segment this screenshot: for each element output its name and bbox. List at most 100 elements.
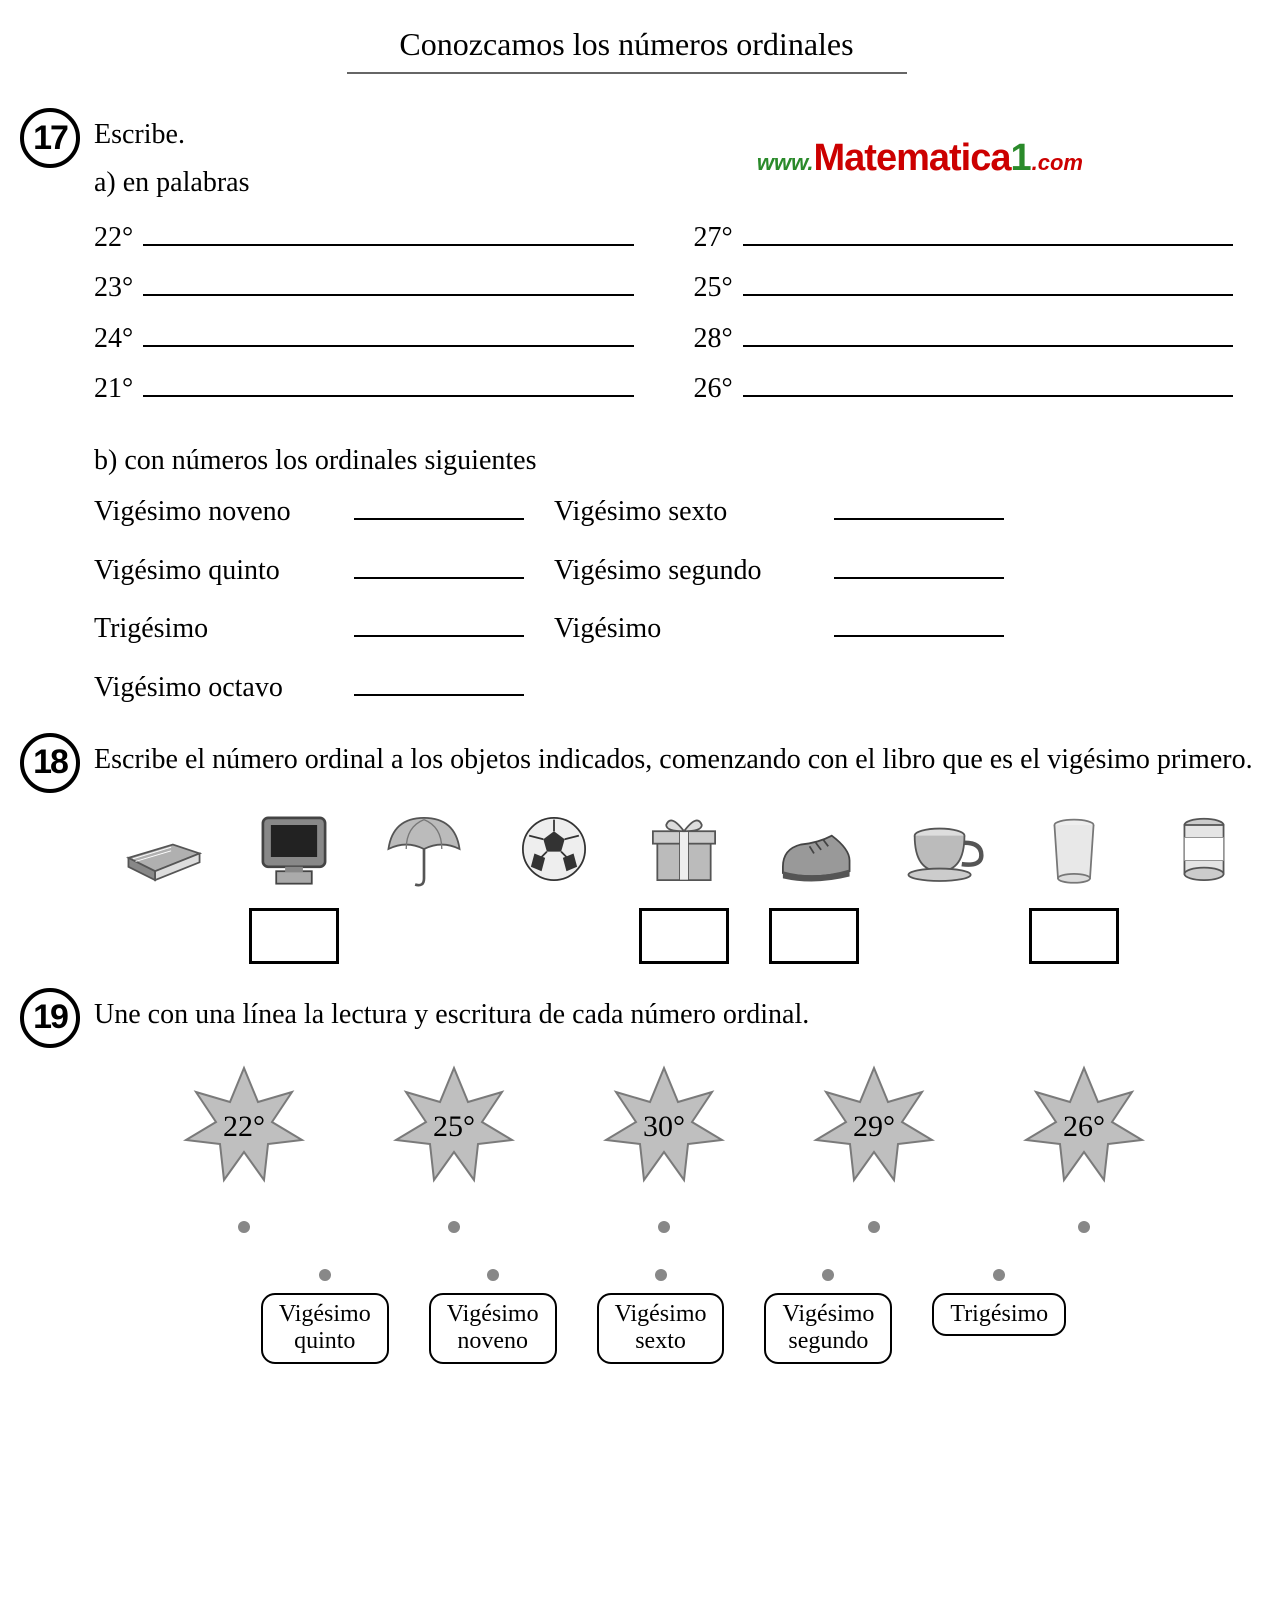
answer-blank[interactable] bbox=[354, 604, 524, 638]
book-icon bbox=[119, 809, 209, 902]
star-item: 30° bbox=[594, 1056, 734, 1245]
answer-blank[interactable] bbox=[354, 662, 524, 696]
star-icon: 22° bbox=[174, 1056, 314, 1209]
answer-box[interactable] bbox=[249, 908, 339, 964]
pill-item: Vigésimoquinto bbox=[261, 1257, 389, 1364]
ordinal-label: 22° bbox=[94, 217, 133, 259]
answer-blank[interactable] bbox=[143, 263, 633, 297]
svg-text:22°: 22° bbox=[223, 1110, 265, 1143]
star-icon: 26° bbox=[1014, 1056, 1154, 1209]
star-item: 25° bbox=[384, 1056, 524, 1245]
object-soccer-ball bbox=[504, 809, 604, 964]
ordinal-label: 21° bbox=[94, 368, 133, 410]
svg-text:25°: 25° bbox=[433, 1110, 475, 1143]
answer-box[interactable] bbox=[1029, 908, 1119, 964]
shoe-icon bbox=[769, 809, 859, 902]
connector-dot bbox=[868, 1221, 880, 1233]
answer-blank[interactable] bbox=[743, 364, 1233, 398]
pill-item: Vigésimonoveno bbox=[429, 1257, 557, 1364]
can-icon bbox=[1159, 809, 1249, 902]
star-icon: 30° bbox=[594, 1056, 734, 1209]
answer-blank[interactable] bbox=[834, 545, 1004, 579]
exercise-number-badge: 17 bbox=[20, 108, 80, 168]
answer-blank[interactable] bbox=[834, 486, 1004, 520]
fill-in-row: 25° bbox=[694, 263, 1234, 310]
connector-dot bbox=[238, 1221, 250, 1233]
ordinal-pill[interactable]: Vigésimosegundo bbox=[764, 1293, 892, 1364]
svg-text:29°: 29° bbox=[853, 1110, 895, 1143]
answer-blank[interactable] bbox=[743, 313, 1233, 347]
object-book bbox=[114, 809, 214, 964]
instruction-text: Escribe el número ordinal a los objetos … bbox=[94, 739, 1263, 781]
answer-blank[interactable] bbox=[743, 212, 1233, 246]
connector-dot bbox=[319, 1269, 331, 1281]
pill-item: Trigésimo bbox=[932, 1257, 1066, 1337]
object-can bbox=[1154, 809, 1254, 964]
ordinal-word: Vigésimo bbox=[554, 608, 834, 650]
object-gift bbox=[634, 809, 734, 964]
answer-blank[interactable] bbox=[743, 263, 1233, 297]
ordinal-word: Trigésimo bbox=[94, 608, 354, 650]
ordinal-label: 24° bbox=[94, 318, 133, 360]
answer-blank[interactable] bbox=[143, 313, 633, 347]
ordinal-word: Vigésimo octavo bbox=[94, 667, 354, 709]
connector-dot bbox=[655, 1269, 667, 1281]
soccer-ball-icon bbox=[509, 809, 599, 902]
fill-in-row: 24° bbox=[94, 313, 634, 360]
star-icon: 25° bbox=[384, 1056, 524, 1209]
exercise-18: 18 Escribe el número ordinal a los objet… bbox=[20, 739, 1233, 964]
ordinal-pill[interactable]: Trigésimo bbox=[932, 1293, 1066, 1337]
connector-dot bbox=[1078, 1221, 1090, 1233]
exercise-number-badge: 18 bbox=[20, 733, 80, 793]
answer-blank[interactable] bbox=[143, 212, 633, 246]
star-item: 29° bbox=[804, 1056, 944, 1245]
star-icon: 29° bbox=[804, 1056, 944, 1209]
fill-in-row: 23° bbox=[94, 263, 634, 310]
glass-icon bbox=[1029, 809, 1119, 902]
page-title: Conozcamos los números ordinales bbox=[347, 20, 907, 74]
ordinal-pill[interactable]: Vigésimoquinto bbox=[261, 1293, 389, 1364]
answer-box[interactable] bbox=[769, 908, 859, 964]
exercise-17: 17 Escribe. a) en palabras 22°23°24°21° … bbox=[20, 114, 1233, 709]
sub-b-label: b) con números los ordinales siguientes bbox=[94, 440, 1233, 482]
cup-icon bbox=[899, 809, 989, 902]
object-computer bbox=[244, 809, 344, 964]
ordinal-pill[interactable]: Vigésimosexto bbox=[597, 1293, 725, 1364]
connector-dot bbox=[993, 1269, 1005, 1281]
object-shoe bbox=[764, 809, 864, 964]
ordinal-label: 26° bbox=[694, 368, 733, 410]
answer-blank[interactable] bbox=[143, 364, 633, 398]
svg-text:26°: 26° bbox=[1063, 1110, 1105, 1143]
connector-dot bbox=[658, 1221, 670, 1233]
umbrella-icon bbox=[379, 809, 469, 902]
answer-blank[interactable] bbox=[354, 486, 524, 520]
fill-in-row: 27° bbox=[694, 212, 1234, 259]
connector-dot bbox=[448, 1221, 460, 1233]
object-glass bbox=[1024, 809, 1124, 964]
object-umbrella bbox=[374, 809, 474, 964]
exercise-number-badge: 19 bbox=[20, 988, 80, 1048]
connector-dot bbox=[487, 1269, 499, 1281]
object-cup bbox=[894, 809, 994, 964]
svg-text:30°: 30° bbox=[643, 1110, 685, 1143]
answer-blank[interactable] bbox=[834, 604, 1004, 638]
computer-icon bbox=[249, 809, 339, 902]
fill-in-row: 22° bbox=[94, 212, 634, 259]
brand-logo: www.Matematica1.com bbox=[757, 130, 1083, 187]
pill-item: Vigésimosegundo bbox=[764, 1257, 892, 1364]
answer-blank[interactable] bbox=[354, 545, 524, 579]
ordinal-label: 25° bbox=[694, 267, 733, 309]
ordinal-word: Vigésimo sexto bbox=[554, 491, 834, 533]
fill-in-row: 28° bbox=[694, 313, 1234, 360]
ordinal-pill[interactable]: Vigésimonoveno bbox=[429, 1293, 557, 1364]
answer-box[interactable] bbox=[639, 908, 729, 964]
pill-item: Vigésimosexto bbox=[597, 1257, 725, 1364]
fill-in-row: 21° bbox=[94, 364, 634, 411]
ordinal-label: 28° bbox=[694, 318, 733, 360]
star-item: 22° bbox=[174, 1056, 314, 1245]
ordinal-word: Vigésimo noveno bbox=[94, 491, 354, 533]
fill-in-row: 26° bbox=[694, 364, 1234, 411]
ordinal-word: Vigésimo segundo bbox=[554, 550, 834, 592]
gift-icon bbox=[639, 809, 729, 902]
ordinal-word: Vigésimo quinto bbox=[94, 550, 354, 592]
